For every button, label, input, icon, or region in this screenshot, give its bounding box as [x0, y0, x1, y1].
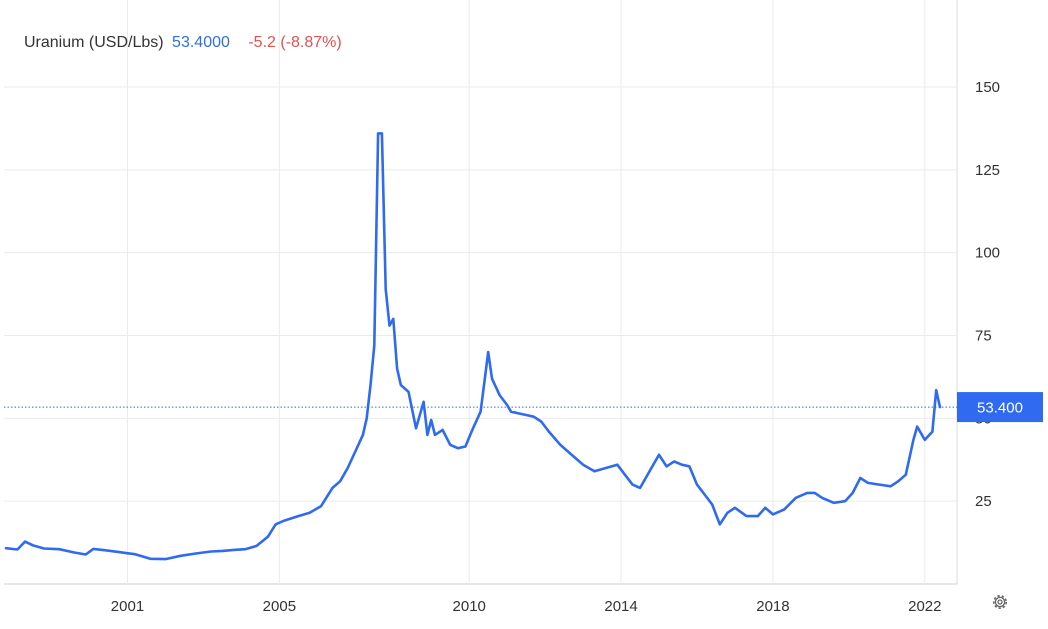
last-value: 53.400 — [4, 392, 1043, 423]
last-value-tag — [957, 392, 1043, 423]
chart-header: Uranium (USD/Lbs) 53.4000 -5.2 (-8.87%) — [24, 34, 342, 52]
y-tick-label: 100 — [975, 245, 1000, 262]
last-value-label: 53.400 — [977, 400, 1023, 417]
x-tick-label: 2014 — [604, 598, 637, 615]
y-tick-label: 75 — [975, 328, 992, 345]
x-tick-label: 2010 — [453, 598, 486, 615]
y-tick-label: 150 — [975, 79, 1000, 96]
last-price: 53.4000 — [172, 34, 230, 51]
grid — [4, 0, 958, 585]
series — [4, 132, 942, 561]
x-axis-ticks: 2001 2005 2010 2014 2018 2022 — [111, 598, 942, 615]
x-tick-label: 2018 — [756, 598, 789, 615]
x-tick-label: 2001 — [111, 598, 144, 615]
gear-icon[interactable] — [990, 592, 1010, 612]
y-tick-label: 25 — [975, 493, 992, 510]
y-tick-label: 125 — [975, 162, 1000, 179]
x-tick-label: 2005 — [263, 598, 296, 615]
x-tick-label: 2022 — [908, 598, 941, 615]
series-line — [4, 132, 942, 561]
y-axis-ticks: 255075100125150 — [975, 79, 1000, 510]
symbol-label: Uranium (USD/Lbs) — [24, 34, 164, 51]
price-change: -5.2 (-8.87%) — [248, 34, 342, 51]
